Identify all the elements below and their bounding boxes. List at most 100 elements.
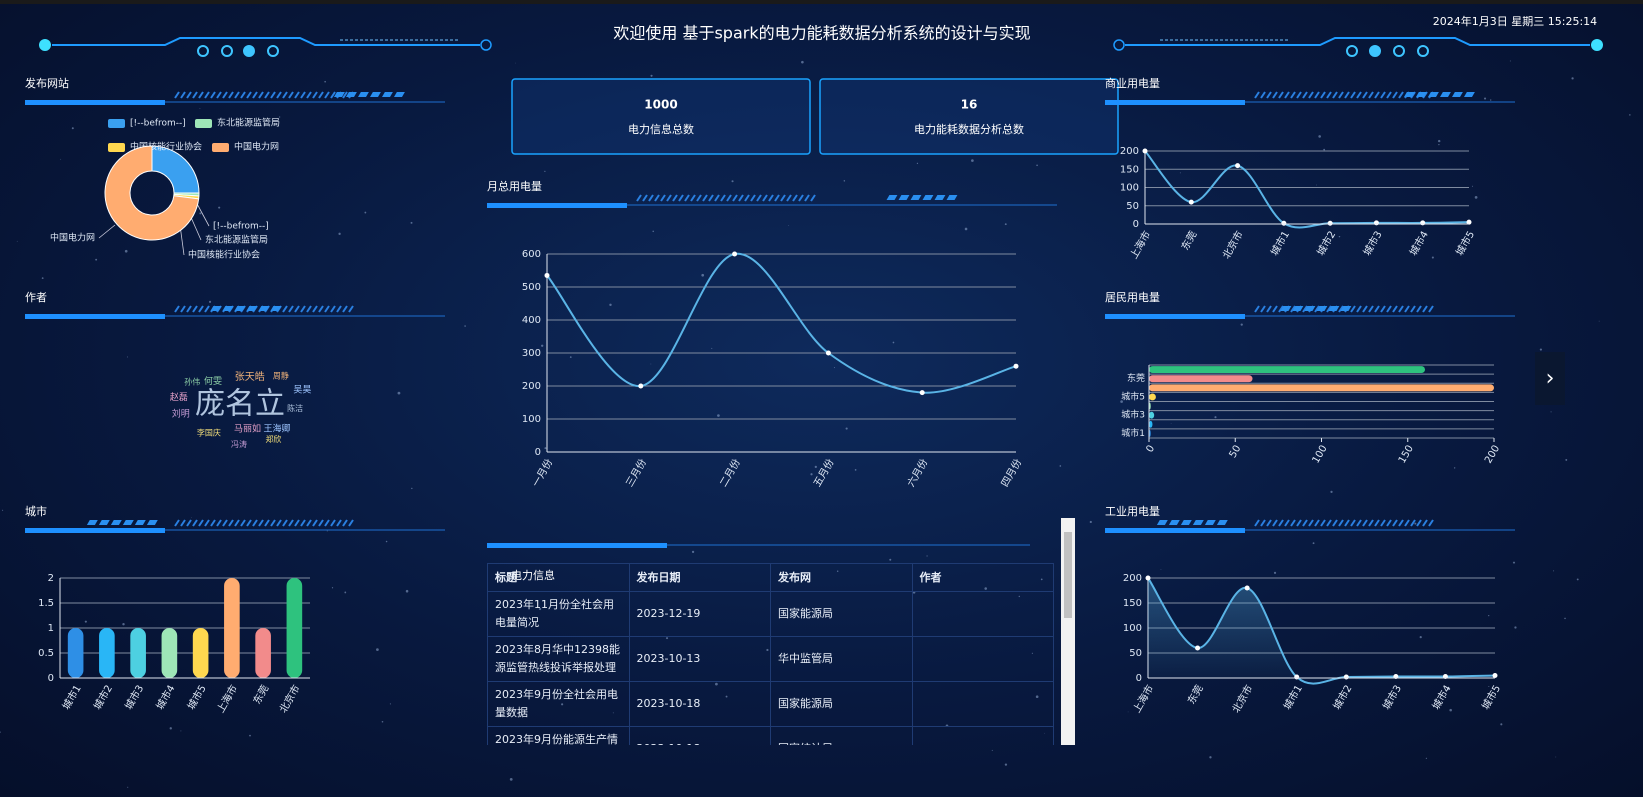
- title-stripe: [1386, 519, 1392, 527]
- title-stripe: [1254, 519, 1260, 527]
- point: [1013, 363, 1019, 369]
- title-stripe: [180, 519, 186, 527]
- star: [1550, 411, 1552, 413]
- star: [95, 258, 98, 261]
- x-tick-label: 二月份: [717, 457, 742, 489]
- scrollbar[interactable]: [1061, 518, 1075, 745]
- x-tick-label: 城市3: [122, 683, 146, 712]
- star: [326, 530, 328, 532]
- title-stripe: [276, 91, 282, 99]
- title-block: [898, 195, 910, 200]
- point: [1420, 220, 1426, 226]
- star: [324, 80, 326, 83]
- title-stripe: [1260, 305, 1266, 313]
- star: [1419, 636, 1422, 639]
- title-stripe: [810, 194, 816, 202]
- title-stripe: [282, 91, 288, 99]
- title-stripe: [324, 305, 330, 313]
- y-tick-label: 150: [1123, 598, 1142, 609]
- title-stripe: [636, 194, 642, 202]
- title-stripe: [216, 519, 222, 527]
- star: [1338, 235, 1341, 238]
- next-button[interactable]: ›: [1535, 352, 1565, 405]
- title-stripe: [342, 519, 348, 527]
- title-bar: [25, 100, 165, 105]
- title-stripe: [306, 91, 312, 99]
- bar: [286, 578, 303, 678]
- title-stripe: [1314, 91, 1320, 99]
- table-cell: 国家统计局: [770, 726, 913, 745]
- title-stripe: [324, 519, 330, 527]
- star: [376, 648, 379, 651]
- word: 王海卿: [263, 422, 290, 434]
- point: [1281, 220, 1287, 226]
- title-stripe: [1368, 519, 1374, 527]
- title-stripe: [1368, 91, 1374, 99]
- title-stripe: [1392, 305, 1398, 313]
- title-stripe: [1302, 305, 1308, 313]
- stat-cards: [511, 78, 1119, 155]
- star: [544, 447, 547, 450]
- title-stripe: [1380, 91, 1386, 99]
- table-cell: [911, 591, 1054, 637]
- y-tick-label: 200: [1123, 573, 1142, 584]
- table-row: 2023年9月份全社会用电量数据 2023-10-18 国家能源局: [487, 681, 1054, 727]
- star: [1509, 60, 1511, 62]
- title-stripe: [732, 194, 738, 202]
- star: [1571, 77, 1574, 80]
- star: [1598, 320, 1600, 322]
- legend-swatch: [108, 143, 125, 152]
- star: [1089, 520, 1092, 524]
- y-tick-label: 200: [1120, 146, 1139, 157]
- word: 庞名立: [195, 387, 285, 422]
- table-row: 2023年8月华中12398能源监管热线投诉举报处理 2023-10-13 华中监管…: [487, 636, 1054, 682]
- table-cell: 2023-10-18: [628, 726, 771, 745]
- star: [124, 249, 128, 253]
- column-header: 作者: [911, 563, 1054, 592]
- title-stripe: [762, 194, 768, 202]
- title-bar: [487, 203, 627, 208]
- title-stripe: [1422, 305, 1428, 313]
- column-header: 发布日期: [628, 563, 771, 592]
- title-stripe: [1272, 519, 1278, 527]
- info-table: 标题 发布日期 发布网 作者 2023年11月份全社会用电量简况 2023-12-19 国家…: [487, 563, 1054, 745]
- panel-title: 城市: [25, 504, 47, 518]
- y-tick-label: 200: [522, 381, 541, 392]
- title-stripe: [210, 519, 216, 527]
- star: [1036, 164, 1038, 167]
- star: [1316, 184, 1317, 186]
- point: [1145, 575, 1151, 581]
- title-stripe: [1308, 519, 1314, 527]
- star: [889, 558, 892, 561]
- title-stripe: [1350, 91, 1356, 99]
- title-stripe: [648, 194, 654, 202]
- y-tick-label: 2: [48, 573, 54, 584]
- title-block: [258, 306, 270, 311]
- table-header: 标题 发布日期 发布网 作者: [487, 563, 1054, 592]
- star: [541, 344, 544, 347]
- y-tick-label: 1.5: [38, 598, 54, 609]
- title-stripe: [1380, 305, 1386, 313]
- star: [1629, 114, 1631, 116]
- title-stripe: [1332, 519, 1338, 527]
- table-cell: 国家能源局: [770, 681, 913, 727]
- star: [916, 162, 919, 164]
- title-stripe: [300, 91, 306, 99]
- point: [1244, 585, 1250, 591]
- scroll-thumb[interactable]: [1064, 532, 1072, 618]
- title-stripe: [1290, 305, 1296, 313]
- title-stripe: [1362, 305, 1368, 313]
- word: 郑欣: [265, 434, 281, 444]
- title-stripe: [192, 91, 198, 99]
- title-stripe: [1356, 305, 1362, 313]
- title-stripe: [270, 519, 276, 527]
- title-stripe: [786, 194, 792, 202]
- title-stripe: [1308, 91, 1314, 99]
- title-stripe: [1380, 519, 1386, 527]
- title-stripe: [246, 519, 252, 527]
- title-stripe: [348, 519, 354, 527]
- title-stripe: [318, 305, 324, 313]
- y-tick-label: 100: [1120, 183, 1139, 194]
- title-stripe: [1398, 91, 1404, 99]
